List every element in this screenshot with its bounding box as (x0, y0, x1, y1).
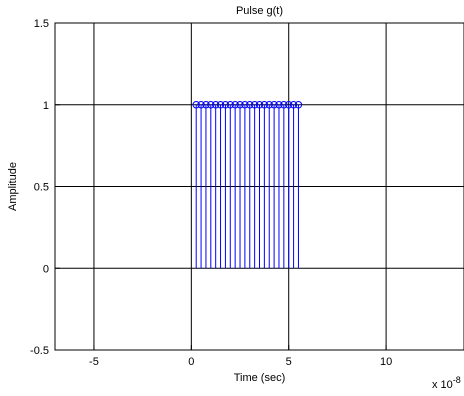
x-exponent-power: -8 (453, 375, 461, 385)
stem-marker-3 (207, 101, 215, 109)
stem-marker-10 (241, 101, 249, 109)
y-tick-label-2: 0.5 (34, 182, 49, 194)
stem-marker-7 (226, 101, 234, 109)
stem-marker-0 (192, 101, 200, 109)
data-series (192, 101, 303, 269)
y-tick-label-0: -0.5 (30, 345, 49, 357)
stem-marker-11 (246, 101, 254, 109)
stem-marker-9 (236, 101, 244, 109)
stem-marker-17 (275, 101, 283, 109)
x-tick-label-3: 10 (380, 356, 392, 368)
x-tick-label-2: 5 (286, 356, 292, 368)
stem-marker-19 (285, 101, 293, 109)
stem-marker-5 (216, 101, 225, 109)
y-tick-label-3: 1 (43, 100, 49, 112)
stem-marker-1 (197, 101, 205, 109)
stem-marker-14 (260, 101, 269, 109)
chart-title: Pulse g(t) (236, 5, 283, 17)
axis-ticks: -5 0 5 10 -0.5 0 0.5 1 1.5 (30, 18, 392, 368)
stem-marker-2 (202, 101, 210, 109)
y-tick-label-4: 1.5 (34, 18, 49, 30)
y-axis-title: Amplitude (7, 162, 19, 211)
stem-marker-16 (270, 101, 278, 109)
x-exponent-label: x 10-8 (432, 375, 461, 391)
stem-marker-20 (289, 101, 298, 109)
stem-marker-15 (265, 101, 273, 109)
stem-marker-21 (294, 101, 303, 109)
stem-marker-12 (250, 101, 259, 109)
stem-marker-8 (231, 101, 239, 109)
x-tick-label-1: 0 (188, 356, 194, 368)
stem-marker-6 (221, 101, 230, 109)
y-tick-label-1: 0 (43, 263, 49, 275)
stem-marker-13 (255, 101, 264, 109)
x-axis-title: Time (sec) (234, 372, 286, 384)
x-tick-label-0: -5 (89, 356, 99, 368)
stem-marker-4 (211, 101, 220, 109)
stem-marker-18 (280, 101, 288, 109)
